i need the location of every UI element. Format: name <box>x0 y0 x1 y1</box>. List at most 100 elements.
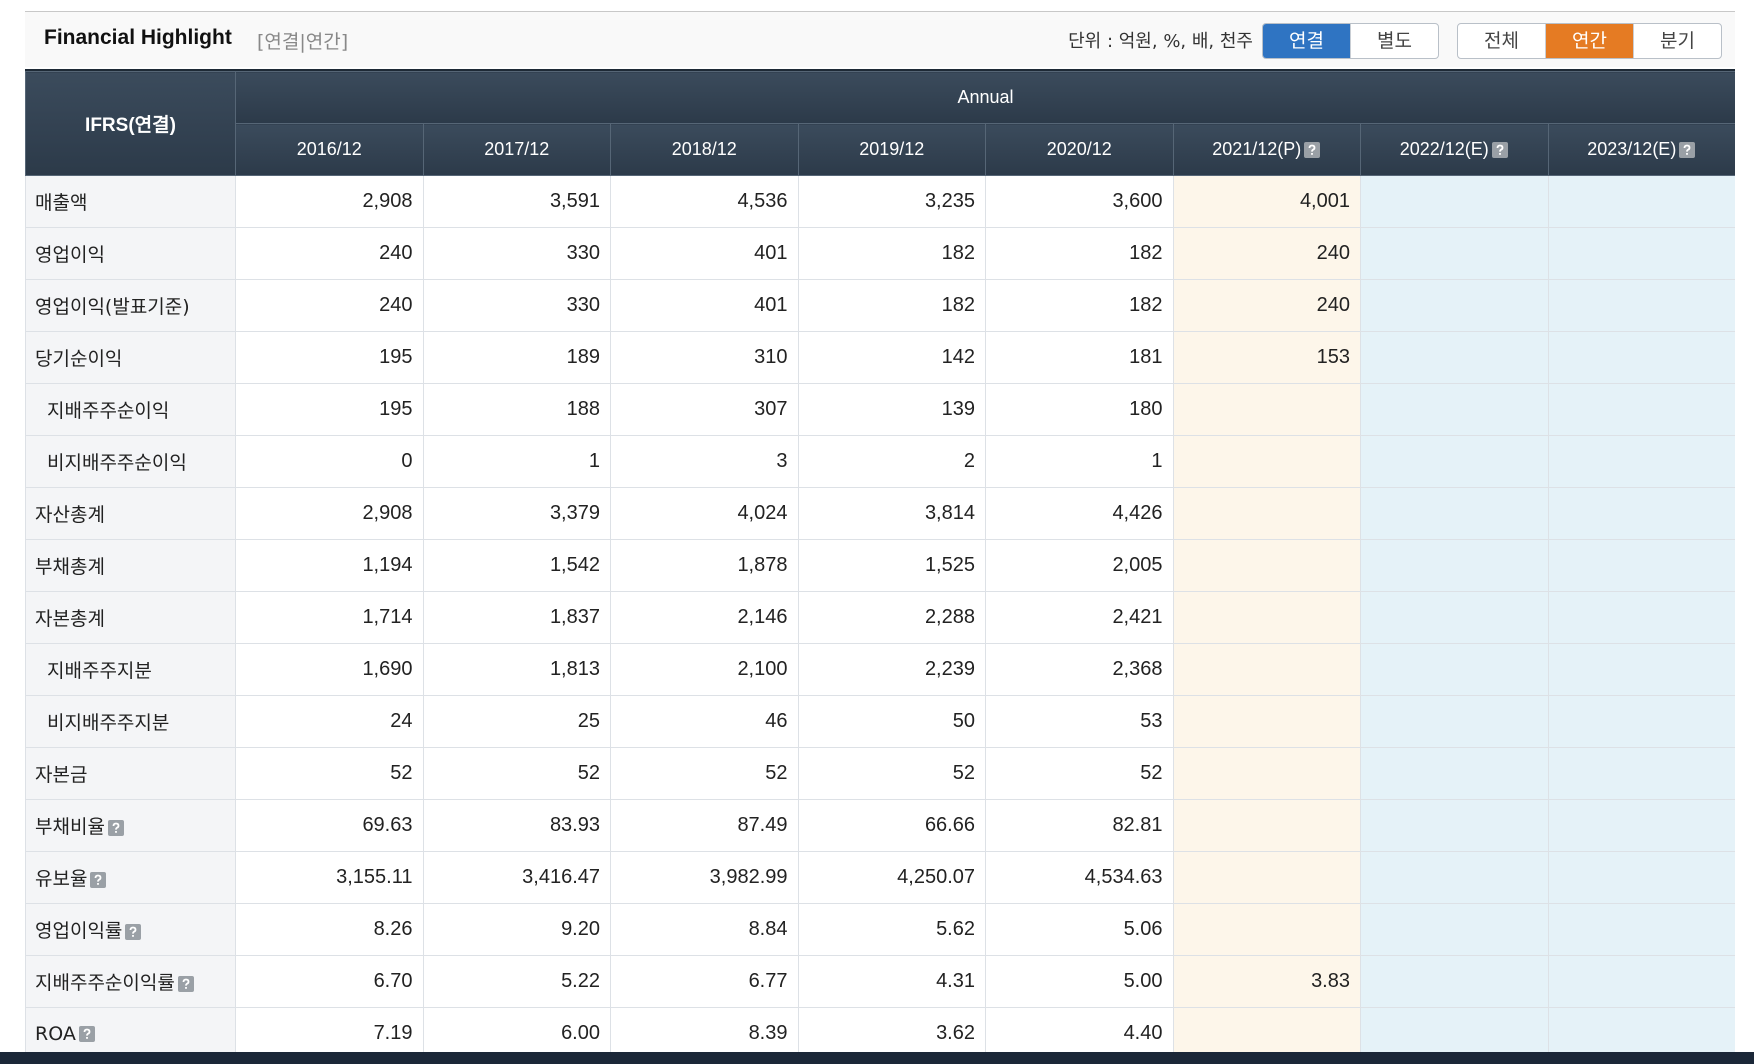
cell: 1,525 <box>797 539 986 592</box>
cell <box>1360 643 1549 696</box>
cell <box>1172 903 1361 956</box>
cell: 6.77 <box>610 955 799 1008</box>
cell: 3.62 <box>797 1007 986 1054</box>
table-row: 당기순이익 195 189 310 142 181 153 <box>25 331 1735 384</box>
cell <box>1547 851 1735 904</box>
cell <box>1172 591 1361 644</box>
cell: 3.83 <box>1172 955 1361 1008</box>
toggle-button[interactable]: 분기 <box>1660 30 1695 52</box>
toggle-button[interactable]: 별도 <box>1377 30 1412 52</box>
table-row: 유보율 3,155.11 3,416.47 3,982.99 4,250.07 4,534… <box>25 851 1735 904</box>
cell: 182 <box>797 227 986 280</box>
table-wrap: IFRS(연결) Annual 2016/12 2017/12 2018/12 2019/… <box>25 69 1735 1054</box>
help-icon[interactable] <box>107 819 125 837</box>
column-label: 2017/12 <box>484 139 550 159</box>
cell <box>1172 1007 1361 1054</box>
column-header: 2021/12(P) <box>1172 123 1361 176</box>
table-row: 자본총계 1,714 1,837 2,146 2,288 2,421 <box>25 591 1735 644</box>
cell <box>1360 435 1549 488</box>
cell <box>1360 487 1549 540</box>
cell: 3,591 <box>422 175 611 228</box>
table-row: 지배주주순이익률 6.70 5.22 6.77 4.31 5.00 3.83 <box>25 955 1735 1008</box>
cell <box>1172 487 1361 540</box>
cell: 50 <box>797 695 986 748</box>
toggle-button[interactable]: 연결 <box>1263 24 1351 58</box>
cell: 7.19 <box>235 1007 424 1054</box>
cell: 189 <box>422 331 611 384</box>
cell: 182 <box>985 227 1174 280</box>
cell: 2,288 <box>797 591 986 644</box>
cell: 1 <box>422 435 611 488</box>
cell <box>1547 539 1735 592</box>
cell <box>1547 747 1735 800</box>
column-header: 2023/12(E) <box>1547 123 1735 176</box>
cell: 8.26 <box>235 903 424 956</box>
help-icon[interactable] <box>89 871 107 889</box>
unit-note: 단위 : 억원, %, 배, 천주 <box>1068 31 1253 52</box>
toggle-button[interactable]: 전체 <box>1458 24 1546 58</box>
cell: 8.84 <box>610 903 799 956</box>
cell <box>1360 175 1549 228</box>
cell: 52 <box>797 747 986 800</box>
column-label: 2019/12 <box>859 139 925 159</box>
row-label: 자산총계 <box>25 487 236 540</box>
column-label: 2016/12 <box>296 139 362 159</box>
cell: 1,690 <box>235 643 424 696</box>
cell <box>1547 383 1735 436</box>
row-label: 비지배주주지분 <box>25 695 236 748</box>
table-row: 영업이익 240 330 401 182 182 240 <box>25 227 1735 280</box>
cell: 6.00 <box>422 1007 611 1054</box>
help-icon[interactable] <box>78 1025 96 1043</box>
cell: 3,814 <box>797 487 986 540</box>
cell: 4.31 <box>797 955 986 1008</box>
table-row: ROA 7.19 6.00 8.39 3.62 4.40 <box>25 1007 1735 1054</box>
cell: 4,024 <box>610 487 799 540</box>
cell: 46 <box>610 695 799 748</box>
row-label-text: 영업이익 <box>35 244 105 266</box>
cell <box>1547 175 1735 228</box>
cell: 153 <box>1172 331 1361 384</box>
row-label-text: 비지배주주지분 <box>47 712 170 734</box>
cell: 4,250.07 <box>797 851 986 904</box>
help-icon[interactable] <box>1303 141 1321 159</box>
cell <box>1547 331 1735 384</box>
help-icon[interactable] <box>124 923 142 941</box>
cell <box>1172 695 1361 748</box>
cell: 180 <box>985 383 1174 436</box>
cell: 307 <box>610 383 799 436</box>
cell: 1,878 <box>610 539 799 592</box>
table-row: 비지배주주순이익 0 1 3 2 1 <box>25 435 1735 488</box>
cell <box>1360 695 1549 748</box>
cell: 401 <box>610 279 799 332</box>
table-row: 영업이익률 8.26 9.20 8.84 5.62 5.06 <box>25 903 1735 956</box>
row-label: 부채비율 <box>25 799 236 852</box>
help-icon[interactable] <box>1678 141 1696 159</box>
title: Financial Highlight <box>44 26 232 49</box>
row-label: 영업이익(발표기준) <box>25 279 236 332</box>
help-icon[interactable] <box>1491 141 1509 159</box>
help-icon[interactable] <box>177 975 195 993</box>
cell <box>1360 747 1549 800</box>
cell <box>1172 539 1361 592</box>
row-label-text: 유보율 <box>35 868 88 890</box>
cell: 25 <box>422 695 611 748</box>
cell: 3,416.47 <box>422 851 611 904</box>
row-label: 지배주주순이익률 <box>25 955 236 1008</box>
cell: 2,908 <box>235 175 424 228</box>
cell: 139 <box>797 383 986 436</box>
toggle-button[interactable]: 연간 <box>1546 24 1634 58</box>
cell: 142 <box>797 331 986 384</box>
row-label-text: 부채총계 <box>35 556 105 578</box>
cell <box>1360 227 1549 280</box>
row-label: 비지배주주순이익 <box>25 435 236 488</box>
cell: 5.22 <box>422 955 611 1008</box>
row-label: 지배주주지분 <box>25 643 236 696</box>
cell: 52 <box>235 747 424 800</box>
column-header: 2017/12 <box>422 123 611 176</box>
cell: 2,239 <box>797 643 986 696</box>
cell: 310 <box>610 331 799 384</box>
cell: 5.62 <box>797 903 986 956</box>
cell: 82.81 <box>985 799 1174 852</box>
row-label: 영업이익률 <box>25 903 236 956</box>
cell: 240 <box>235 227 424 280</box>
